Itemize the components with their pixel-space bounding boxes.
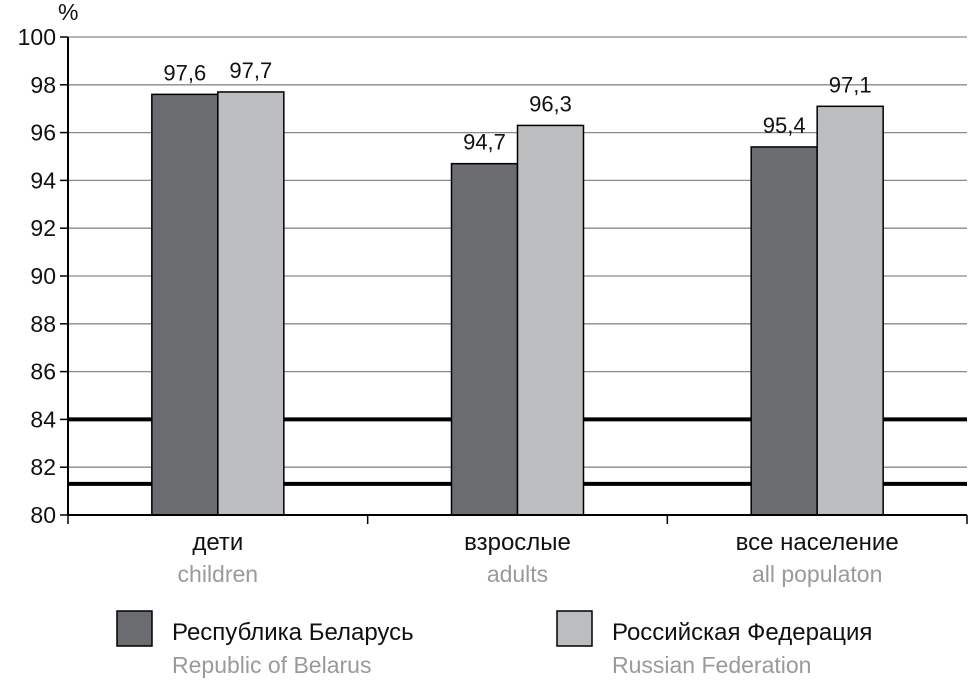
bar <box>217 91 285 516</box>
x-category-label-en: children <box>178 561 259 587</box>
y-tick-label: 98 <box>30 72 56 98</box>
bars: 97,6 97,7 94,7 96,3 95,4 97,1 <box>151 58 884 516</box>
x-category-label-en: all populaton <box>752 561 882 587</box>
data-label: 95,4 <box>763 113 806 138</box>
data-label: 97,6 <box>163 60 206 85</box>
x-category-label-en: adults <box>487 561 548 587</box>
legend-label-en: Russian Federation <box>612 652 811 678</box>
y-tick-label: 82 <box>30 454 56 480</box>
data-label: 97,1 <box>829 72 872 97</box>
y-tick-label: 90 <box>30 263 56 289</box>
bar <box>816 105 884 516</box>
bar <box>151 93 219 516</box>
x-category-label: взрослые <box>464 529 571 556</box>
legend-label: Российская Федерация <box>612 619 872 646</box>
y-tick-label: 100 <box>18 24 56 50</box>
y-axis-label: % <box>58 0 78 25</box>
legend-swatch <box>556 610 593 647</box>
legend: Республика Беларусь Republic of Belarus Ро… <box>116 610 872 678</box>
x-category-label: дети <box>192 529 243 556</box>
y-tick-label: 96 <box>30 120 56 146</box>
y-tick-label: 88 <box>30 311 56 337</box>
data-label: 96,3 <box>529 91 572 116</box>
legend-label: Республика Беларусь <box>172 619 414 646</box>
legend-label-en: Republic of Belarus <box>172 652 371 678</box>
bar <box>750 146 818 516</box>
data-label: 97,7 <box>229 58 272 83</box>
data-label: 94,7 <box>463 130 506 155</box>
y-tick-label: 86 <box>30 359 56 385</box>
y-tick-label: 84 <box>30 406 56 432</box>
y-tick-label: 92 <box>30 215 56 241</box>
legend-swatch <box>116 610 153 647</box>
bar <box>450 162 519 516</box>
y-tick-label: 94 <box>30 167 56 193</box>
y-tick-label: 80 <box>30 502 56 528</box>
x-category-label: все население <box>736 529 899 556</box>
axes: 80 82 84 86 88 90 92 94 96 98 100 дети children взрос… <box>18 24 968 587</box>
bar <box>516 124 585 516</box>
